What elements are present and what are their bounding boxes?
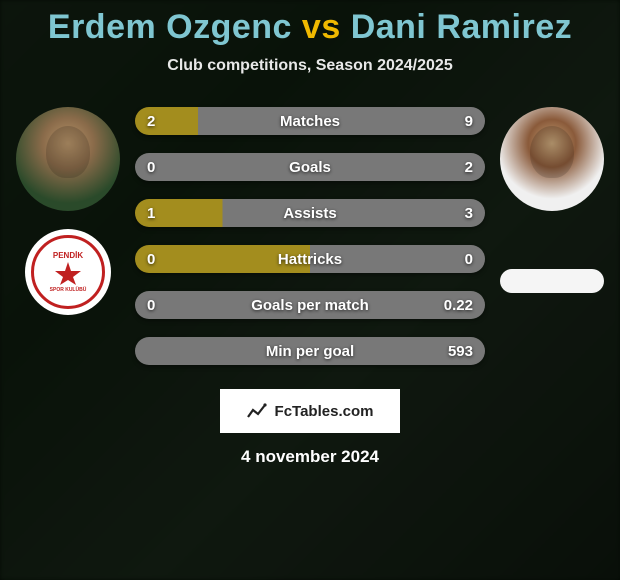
- player2-avatar: [500, 107, 604, 211]
- player2-club-badge: [500, 269, 604, 293]
- badge-top-text: PENDİK: [50, 252, 87, 260]
- date-text: 4 november 2024: [0, 447, 620, 467]
- stat-right-value: 2: [465, 159, 473, 176]
- stat-label: Matches: [280, 113, 340, 130]
- star-icon: [51, 260, 85, 286]
- stat-bar-goals-per-match: 0 Goals per match 0.22: [135, 291, 485, 319]
- stat-left-value: 0: [147, 159, 155, 176]
- stat-right-value: 0.22: [444, 297, 473, 314]
- player1-avatar: [16, 107, 120, 211]
- subtitle: Club competitions, Season 2024/2025: [0, 57, 620, 75]
- stat-label: Goals per match: [251, 297, 369, 314]
- stat-bar-min-per-goal: Min per goal 593: [135, 337, 485, 365]
- right-column: [497, 107, 607, 293]
- page-title: Erdem Ozgenc vs Dani Ramirez: [0, 8, 620, 47]
- stat-right-value: 9: [465, 113, 473, 130]
- content-root: Erdem Ozgenc vs Dani Ramirez Club compet…: [0, 0, 620, 580]
- left-column: PENDİK SPOR KULÜBÜ: [13, 107, 123, 315]
- stat-bar-hattricks: 0 Hattricks 0: [135, 245, 485, 273]
- branding-text: FcTables.com: [275, 403, 374, 420]
- stat-bar-assists: 1 Assists 3: [135, 199, 485, 227]
- stat-right-value: 593: [448, 343, 473, 360]
- branding-box: FcTables.com: [220, 389, 400, 433]
- stat-left-value: 0: [147, 251, 155, 268]
- stat-label: Assists: [283, 205, 336, 222]
- stat-left-value: 0: [147, 297, 155, 314]
- badge-bottom-text: SPOR KULÜBÜ: [50, 288, 87, 293]
- stat-left-value: 2: [147, 113, 155, 130]
- stat-label: Goals: [289, 159, 331, 176]
- title-player1: Erdem Ozgenc: [48, 8, 292, 46]
- stat-right-value: 0: [465, 251, 473, 268]
- stat-label: Min per goal: [266, 343, 354, 360]
- title-player2: Dani Ramirez: [351, 8, 572, 46]
- title-vs: vs: [302, 8, 341, 46]
- stat-right-value: 3: [465, 205, 473, 222]
- branding-logo-icon: [247, 402, 269, 420]
- stat-left-value: 1: [147, 205, 155, 222]
- stat-label: Hattricks: [278, 251, 342, 268]
- player1-club-badge: PENDİK SPOR KULÜBÜ: [25, 229, 111, 315]
- stat-bar-goals: 0 Goals 2: [135, 153, 485, 181]
- comparison-grid: PENDİK SPOR KULÜBÜ 2 Matches 9 0 Goals 2 1 Assi…: [0, 107, 620, 365]
- stat-bars: 2 Matches 9 0 Goals 2 1 Assists 3 0 Hattricks 0 0 Goa…: [135, 107, 485, 365]
- stat-bar-matches: 2 Matches 9: [135, 107, 485, 135]
- badge-text: PENDİK SPOR KULÜBÜ: [50, 252, 87, 293]
